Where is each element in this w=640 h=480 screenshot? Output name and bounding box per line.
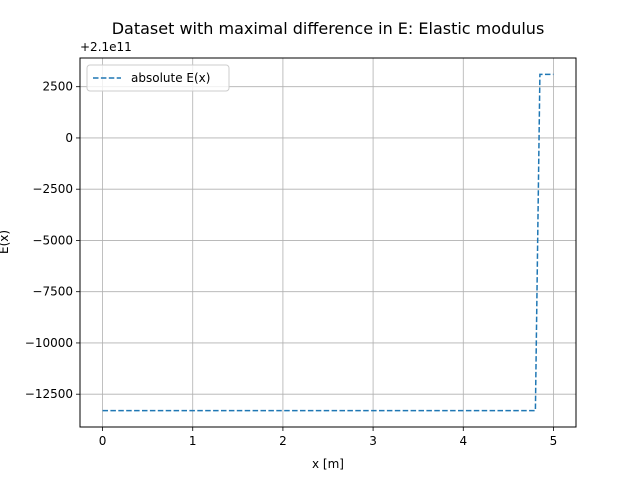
y-tick-label: −5000 xyxy=(32,233,73,247)
y-tick-label: −12500 xyxy=(25,387,73,401)
y-axis: −12500 −10000 −7500 −5000 −2500 0 2500 xyxy=(25,80,80,401)
x-axis-label: x [m] xyxy=(312,457,344,471)
x-axis: 0 1 2 3 4 5 xyxy=(99,427,558,448)
legend-label-absolute-e: absolute E(x) xyxy=(131,71,210,85)
y-tick-label: −2500 xyxy=(32,182,73,196)
y-tick-label: 2500 xyxy=(42,80,73,94)
chart-title: Dataset with maximal difference in E: El… xyxy=(112,19,545,38)
y-tick-label: 0 xyxy=(65,131,73,145)
grid-lines xyxy=(80,58,576,427)
x-tick-label: 0 xyxy=(99,434,107,448)
y-axis-offset-label: +2.1e11 xyxy=(80,40,132,54)
x-tick-label: 3 xyxy=(369,434,377,448)
series-layer xyxy=(102,73,554,412)
legend: absolute E(x) xyxy=(86,64,230,92)
y-tick-label: −7500 xyxy=(32,285,73,299)
plot-area-frame xyxy=(79,57,577,428)
x-tick-label: 4 xyxy=(459,434,467,448)
y-axis-label: E(x) xyxy=(0,230,11,254)
x-tick-label: 2 xyxy=(279,434,287,448)
series-line-absolute-e xyxy=(102,73,554,412)
x-tick-label: 1 xyxy=(189,434,197,448)
x-tick-label: 5 xyxy=(550,434,558,448)
y-tick-label: −10000 xyxy=(25,336,73,350)
legend-box xyxy=(86,64,230,92)
